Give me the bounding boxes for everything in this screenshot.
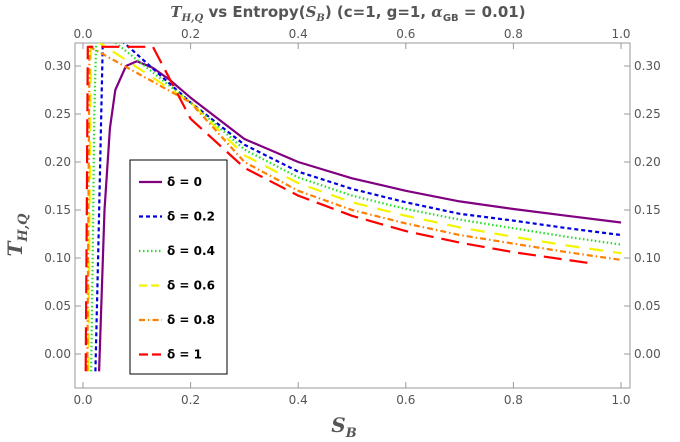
series-line-2 <box>90 43 622 372</box>
y-tick-label-right: 0.15 <box>634 203 661 217</box>
y-tick-label: 0.20 <box>44 155 71 169</box>
x-tick-label-top: 1.0 <box>611 27 630 41</box>
series-line-1 <box>94 43 622 372</box>
x-tick-label: 1.0 <box>611 393 630 407</box>
y-tick-label: 0.05 <box>44 299 71 313</box>
legend-label-0: δ = 0 <box>167 175 202 189</box>
series-line-3 <box>87 43 622 372</box>
y-tick-label-right: 0.05 <box>634 299 661 313</box>
x-axis-label: SB <box>331 413 356 441</box>
y-tick-label-right: 0.10 <box>634 251 661 265</box>
x-tick-label-top: 0.6 <box>396 27 415 41</box>
y-tick-label-right: 0.00 <box>634 347 661 361</box>
y-tick-label: 0.30 <box>44 59 71 73</box>
y-tick-label: 0.15 <box>44 203 71 217</box>
legend-label-1: δ = 0.2 <box>167 210 215 224</box>
x-tick-label: 0.6 <box>396 393 415 407</box>
series-line-5 <box>84 45 595 372</box>
legend-label-3: δ = 0.6 <box>167 279 215 293</box>
x-tick-label-top: 0.8 <box>504 27 523 41</box>
series-line-4 <box>86 45 622 372</box>
x-tick-label-top: 0.4 <box>289 27 308 41</box>
series-line-0 <box>98 60 622 372</box>
x-tick-label: 0.0 <box>73 393 92 407</box>
x-tick-label: 0.2 <box>181 393 200 407</box>
x-tick-label-top: 0.2 <box>181 27 200 41</box>
plot-frame <box>74 42 631 389</box>
x-tick-label: 0.8 <box>504 393 523 407</box>
y-tick-label-right: 0.20 <box>634 155 661 169</box>
legend-label-4: δ = 0.8 <box>167 313 215 327</box>
legend-label-5: δ = 1 <box>167 348 202 362</box>
y-tick-label: 0.25 <box>44 107 71 121</box>
y-tick-label: 0.00 <box>44 347 71 361</box>
y-tick-label-right: 0.25 <box>634 107 661 121</box>
y-tick-label-right: 0.30 <box>634 59 661 73</box>
legend-box <box>129 159 228 375</box>
chart-title: TH,Q vs Entropy(SB) (c=1, g=1, αGB = 0.0… <box>170 3 525 24</box>
legend: δ = 0 δ = 0.2 δ = 0.4 δ = 0.6 δ = 0.8 δ = 1 <box>129 159 228 375</box>
x-tick-label: 0.4 <box>289 393 308 407</box>
legend-label-2: δ = 0.4 <box>167 244 215 258</box>
y-tick-label: 0.10 <box>44 251 71 265</box>
y-axis-label: TH,Q <box>3 213 31 257</box>
x-tick-label-top: 0.0 <box>73 27 92 41</box>
